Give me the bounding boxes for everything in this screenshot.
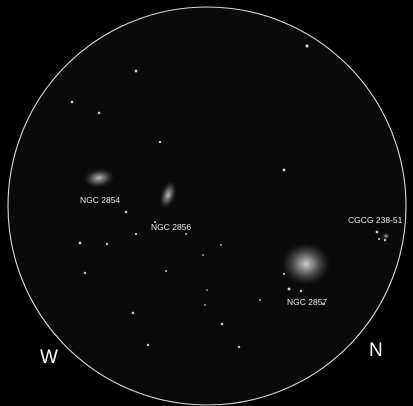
label-cgcg238-51: CGCG 238-51: [348, 215, 403, 225]
label-ngc2856: NGC 2856: [151, 222, 191, 232]
star: [237, 345, 241, 349]
galaxy-ngc2854: [83, 167, 115, 189]
star: [158, 140, 162, 144]
star: [131, 311, 135, 315]
star: [377, 237, 381, 241]
star: [78, 241, 82, 245]
star: [220, 322, 224, 326]
star: [164, 269, 168, 273]
field-of-view-circle: [7, 6, 407, 406]
label-ngc2857: NGC 2857: [287, 297, 327, 307]
star: [83, 271, 87, 275]
star: [287, 287, 291, 291]
star: [153, 220, 157, 224]
star: [70, 100, 74, 104]
galaxy-ngc2857: [281, 242, 331, 286]
star: [321, 302, 325, 306]
galaxy-cgcg238-51: [382, 233, 390, 239]
direction-west: W: [40, 347, 58, 368]
star: [146, 343, 150, 347]
star: [219, 243, 223, 247]
star: [184, 232, 188, 236]
star: [124, 210, 128, 214]
star: [282, 272, 286, 276]
star: [383, 238, 387, 242]
star-field: [70, 43, 387, 349]
star: [105, 242, 109, 246]
star: [134, 69, 138, 73]
star: [375, 230, 379, 234]
star: [201, 253, 205, 257]
star: [205, 288, 209, 292]
label-ngc2854: NGC 2854: [80, 195, 120, 205]
star: [203, 303, 207, 307]
star: [299, 289, 303, 293]
star: [97, 111, 101, 115]
star: [258, 298, 262, 302]
star: [134, 232, 138, 236]
direction-north: N: [369, 340, 383, 361]
star: [282, 168, 286, 172]
star: [304, 43, 310, 49]
galaxy-ngc2856: [159, 180, 177, 210]
